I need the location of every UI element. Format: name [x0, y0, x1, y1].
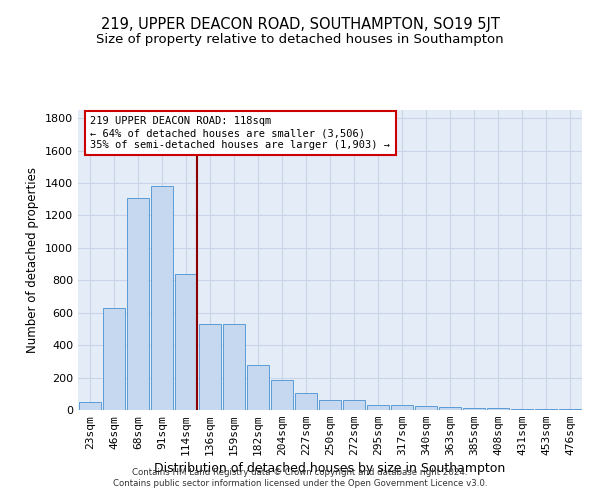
Bar: [511, 408, 533, 410]
Bar: [439, 407, 461, 410]
Bar: [295, 393, 317, 410]
Bar: [343, 400, 365, 410]
Text: Contains HM Land Registry data © Crown copyright and database right 2024.
Contai: Contains HM Land Registry data © Crown c…: [113, 468, 487, 487]
Bar: [223, 324, 245, 410]
Bar: [79, 402, 101, 410]
Bar: [271, 380, 293, 410]
Text: Size of property relative to detached houses in Southampton: Size of property relative to detached ho…: [96, 32, 504, 46]
Bar: [559, 409, 581, 410]
Bar: [247, 366, 269, 410]
Bar: [319, 400, 341, 410]
Bar: [199, 324, 221, 410]
Bar: [487, 408, 509, 410]
Bar: [463, 408, 485, 410]
X-axis label: Distribution of detached houses by size in Southampton: Distribution of detached houses by size …: [154, 462, 506, 475]
Bar: [415, 406, 437, 410]
Bar: [535, 409, 557, 410]
Y-axis label: Number of detached properties: Number of detached properties: [26, 167, 40, 353]
Text: 219 UPPER DEACON ROAD: 118sqm
← 64% of detached houses are smaller (3,506)
35% o: 219 UPPER DEACON ROAD: 118sqm ← 64% of d…: [91, 116, 391, 150]
Bar: [151, 186, 173, 410]
Bar: [175, 274, 197, 410]
Text: 219, UPPER DEACON ROAD, SOUTHAMPTON, SO19 5JT: 219, UPPER DEACON ROAD, SOUTHAMPTON, SO1…: [101, 18, 499, 32]
Bar: [391, 405, 413, 410]
Bar: [367, 405, 389, 410]
Bar: [127, 198, 149, 410]
Bar: [103, 308, 125, 410]
